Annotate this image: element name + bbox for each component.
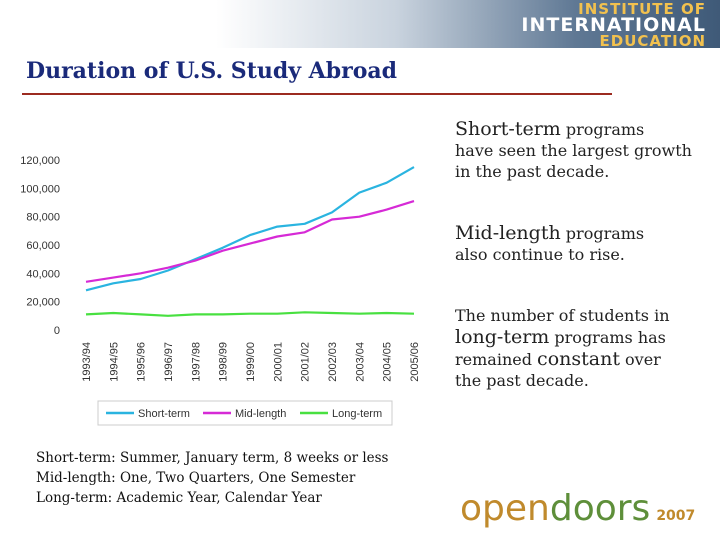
note-short-term: Short-term programs have seen the larges…: [455, 118, 705, 182]
note-long-mid: remained: [455, 350, 538, 369]
x-tick-label: 1997/98: [190, 342, 202, 382]
y-tick-label: 0: [54, 325, 60, 337]
note-long-lead: The number of students in: [455, 306, 670, 325]
x-tick-label: 1998/99: [218, 342, 230, 382]
note-mid-length: Mid-length programs also continue to ris…: [455, 222, 644, 265]
title-rule: [22, 93, 612, 95]
definition-short-term: Short-term: Summer, January term, 8 week…: [36, 450, 389, 466]
x-tick-label: 2000/01: [272, 342, 284, 382]
note-long-term: The number of students in long-term prog…: [455, 305, 670, 391]
x-tick-label: 2004/05: [382, 342, 394, 382]
legend-label: Short-term: [138, 408, 190, 420]
note-short-rest: programs: [560, 120, 645, 139]
x-tick-label: 1993/94: [81, 342, 93, 382]
note-short-head: Short-term: [455, 118, 561, 140]
series-line-short-term: [85, 166, 415, 292]
series-line-mid-length: [85, 200, 415, 283]
note-long-end: the past decade.: [455, 371, 589, 390]
opendoors-logo: opendoors 2007: [460, 488, 695, 529]
x-tick-label: 2003/04: [354, 342, 366, 382]
duration-line-chart: 0 20,000 40,000 60,000 80,000 100,000 120,000 1…: [20, 155, 421, 426]
y-tick-label: 60,000: [26, 240, 60, 252]
opendoors-open: open: [460, 488, 550, 529]
note-long-tail: over: [619, 350, 661, 369]
logo-line-1: INSTITUTE OF: [578, 0, 706, 18]
opendoors-year: 2007: [656, 508, 696, 524]
definition-mid-length: Mid-length: One, Two Quarters, One Semes…: [36, 470, 356, 486]
slide-title: Duration of U.S. Study Abroad: [26, 58, 398, 84]
legend-label: Mid-length: [235, 408, 286, 420]
series-line-long-term: [85, 311, 415, 317]
x-tick-label: 1999/00: [245, 342, 257, 382]
note-long-rest: programs has: [549, 328, 666, 347]
legend-box: [97, 400, 393, 426]
iie-logo: INSTITUTE OF INTERNATIONAL EDUCATION: [521, 0, 706, 50]
opendoors-doors: doors: [549, 488, 651, 529]
note-long-strong: constant: [537, 348, 620, 370]
y-tick-label: 100,000: [20, 183, 60, 195]
definitions: Short-term: Summer, January term, 8 week…: [36, 448, 388, 508]
x-tick-label: 1994/95: [108, 342, 120, 382]
note-short-body: have seen the largest growth in the past…: [455, 141, 692, 181]
y-tick-label: 20,000: [26, 297, 60, 309]
x-tick-label: 1996/97: [163, 342, 175, 382]
note-mid-rest: programs: [560, 224, 645, 243]
definition-long-term: Long-term: Academic Year, Calendar Year: [36, 490, 322, 506]
note-long-head: long-term: [455, 326, 550, 348]
note-mid-body: also continue to rise.: [455, 245, 625, 264]
legend-label: Long-term: [332, 408, 382, 420]
y-tick-label: 80,000: [26, 212, 60, 224]
y-tick-label: 40,000: [26, 268, 60, 280]
logo-line-3: EDUCATION: [599, 32, 706, 50]
note-mid-head: Mid-length: [455, 222, 561, 244]
header-band: [0, 0, 720, 48]
x-tick-label: 2001/02: [300, 342, 312, 382]
x-tick-label: 1995/96: [136, 342, 148, 382]
logo-line-2: INTERNATIONAL: [521, 14, 706, 36]
y-tick-label: 120,000: [20, 155, 60, 167]
x-tick-label: 2005/06: [409, 342, 421, 382]
x-tick-label: 2002/03: [327, 342, 339, 382]
